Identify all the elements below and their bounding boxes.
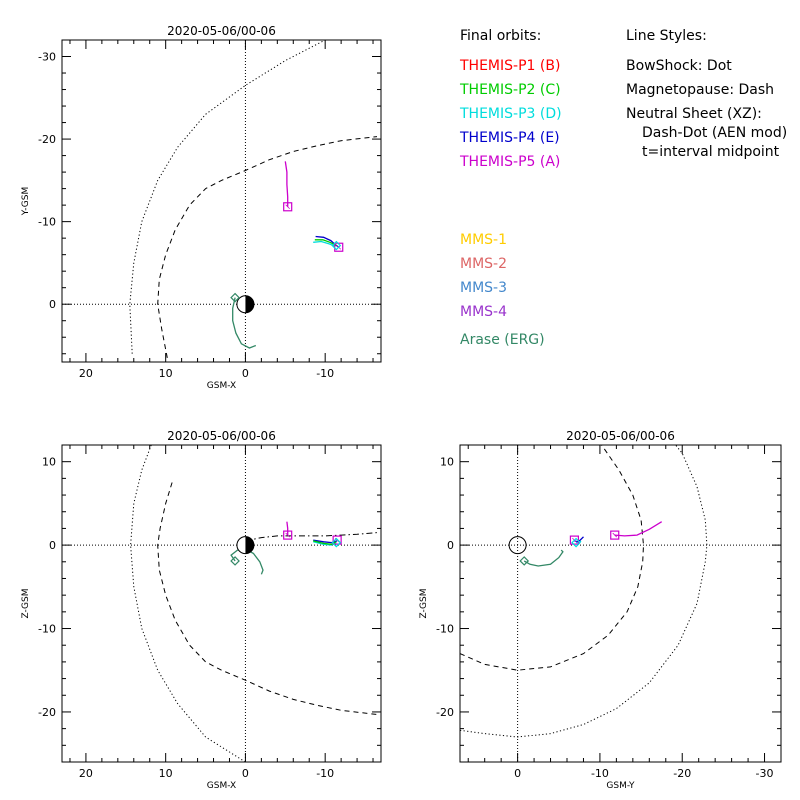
y-tick-label: -10 xyxy=(38,216,56,229)
legend-entry-1: THEMIS-P2 (C) xyxy=(459,82,561,98)
y-tick-label: 10 xyxy=(440,456,454,469)
line-style-bowshock: BowShock: Dot xyxy=(626,58,732,74)
x-tick-label: -10 xyxy=(316,367,334,380)
marker-diamond-3 xyxy=(519,556,530,566)
series-line-0 xyxy=(130,445,247,762)
x-axis-label: GSM-X xyxy=(207,781,236,791)
marker-square-cross-0 xyxy=(285,204,290,210)
x-tick-label: -10 xyxy=(591,767,609,780)
legend-entry-6: MMS-2 xyxy=(460,256,507,272)
marker-square-1 xyxy=(332,535,342,545)
line-style-dashdot: Dash-Dot (AEN mod) xyxy=(642,125,787,141)
earth-icon xyxy=(508,536,527,555)
line-style-neutral-sheet: Neutral Sheet (XZ): xyxy=(626,106,762,122)
y-tick-label: -20 xyxy=(38,133,56,146)
marker-square-0 xyxy=(610,530,620,540)
spacecraft-legend: THEMIS-P1 (B) THEMIS-P2 (C) THEMIS-P3 (D) T… xyxy=(459,58,562,348)
marker-diamond-2 xyxy=(331,240,342,251)
plot-frame xyxy=(459,444,782,763)
marker-square-1 xyxy=(569,535,580,545)
y-tick-label: -30 xyxy=(38,51,56,64)
line-style-magnetopause: Magnetopause: Dash xyxy=(626,82,774,98)
x-tick-label: 0 xyxy=(514,767,521,780)
legend-entry-0: THEMIS-P1 (B) xyxy=(459,58,560,74)
series-line-6 xyxy=(232,297,257,349)
series-line-1 xyxy=(157,136,378,358)
legend-entry-5: MMS-1 xyxy=(460,232,507,248)
earth-icon xyxy=(236,295,255,314)
legend-entry-7: MMS-3 xyxy=(460,280,507,296)
panel-xy: 20 10 0 -10 0 -10 -20 -30 2020-05-06/00-06 GSM-X Y… xyxy=(21,24,382,391)
x-tick-label: -30 xyxy=(756,767,774,780)
panel-yz: 0 -10 -20 -30 10 0 -10 -20 2020-05-06/00-06 GSM-Y… xyxy=(419,429,782,791)
x-tick-label: 10 xyxy=(159,367,173,380)
y-tick-label: 0 xyxy=(49,298,56,311)
x-tick-label: 20 xyxy=(79,767,93,780)
y-tick-label: 10 xyxy=(42,456,56,469)
legend-entry-3: THEMIS-P4 (E) xyxy=(459,130,560,146)
final-orbits-header: Final orbits: xyxy=(460,28,541,44)
marker-diamond-2 xyxy=(331,537,342,548)
marker-square-cross-0 xyxy=(285,532,290,538)
plot-frame xyxy=(61,444,382,763)
y-tick-label: -10 xyxy=(436,623,454,636)
y-tick-label: -10 xyxy=(38,623,56,636)
x-tick-label: 0 xyxy=(242,767,249,780)
series-line-2 xyxy=(284,161,289,207)
panel-xz: 20 10 0 -10 10 0 -10 -20 2020-05-06/00-06 GSM-X Z-… xyxy=(21,429,382,791)
series-line-2 xyxy=(614,521,663,537)
panel-title: 2020-05-06/00-06 xyxy=(167,24,276,38)
legend-entry-8: MMS-4 xyxy=(460,304,507,320)
plot-area xyxy=(130,445,378,762)
series-line-0 xyxy=(129,40,326,354)
x-tick-label: 20 xyxy=(79,367,93,380)
x-tick-label: -20 xyxy=(673,767,691,780)
legend-entry-9: Arase (ERG) xyxy=(460,332,545,348)
plot-area xyxy=(460,445,708,738)
plot-area xyxy=(129,40,378,358)
y-axis-label: Y-GSM xyxy=(21,187,31,216)
series-line-6 xyxy=(313,540,337,545)
y-tick-label: 0 xyxy=(49,539,56,552)
legend: Final orbits: Line Styles: BowShock: Dot… xyxy=(459,28,787,348)
x-axis-label: GSM-X xyxy=(207,381,236,391)
legend-entry-2: THEMIS-P3 (D) xyxy=(459,106,562,122)
series-line-1 xyxy=(157,482,378,715)
y-tick-label: -20 xyxy=(38,706,56,719)
series-line-2 xyxy=(245,532,378,542)
y-axis-label: Z-GSM xyxy=(21,588,31,618)
marker-square-cross-0 xyxy=(612,532,618,538)
marker-diamond-2 xyxy=(571,537,581,548)
x-tick-label: 10 xyxy=(159,767,173,780)
series-line-3 xyxy=(286,521,289,536)
series-line-1 xyxy=(460,445,645,671)
x-tick-label: -10 xyxy=(316,767,334,780)
x-tick-label: 0 xyxy=(242,367,249,380)
series-line-0 xyxy=(460,445,708,738)
panel-title: 2020-05-06/00-06 xyxy=(167,429,276,443)
plot-frame xyxy=(61,39,382,363)
marker-square-0 xyxy=(283,530,293,540)
marker-square-0 xyxy=(283,202,293,212)
line-styles-header: Line Styles: xyxy=(626,28,707,44)
x-axis-label: GSM-Y xyxy=(606,781,635,791)
series-line-5 xyxy=(523,549,564,567)
legend-entry-4: THEMIS-P5 (A) xyxy=(459,154,560,170)
marker-diamond-3 xyxy=(230,556,240,566)
series-line-4 xyxy=(313,539,338,544)
y-tick-label: -20 xyxy=(436,706,454,719)
y-tick-label: 0 xyxy=(447,539,454,552)
marker-diamond-3 xyxy=(230,292,240,303)
panel-title: 2020-05-06/00-06 xyxy=(566,429,675,443)
line-style-midpoint: t=interval midpoint xyxy=(642,144,780,160)
earth-icon xyxy=(236,536,255,555)
y-axis-label: Z-GSM xyxy=(419,588,429,618)
